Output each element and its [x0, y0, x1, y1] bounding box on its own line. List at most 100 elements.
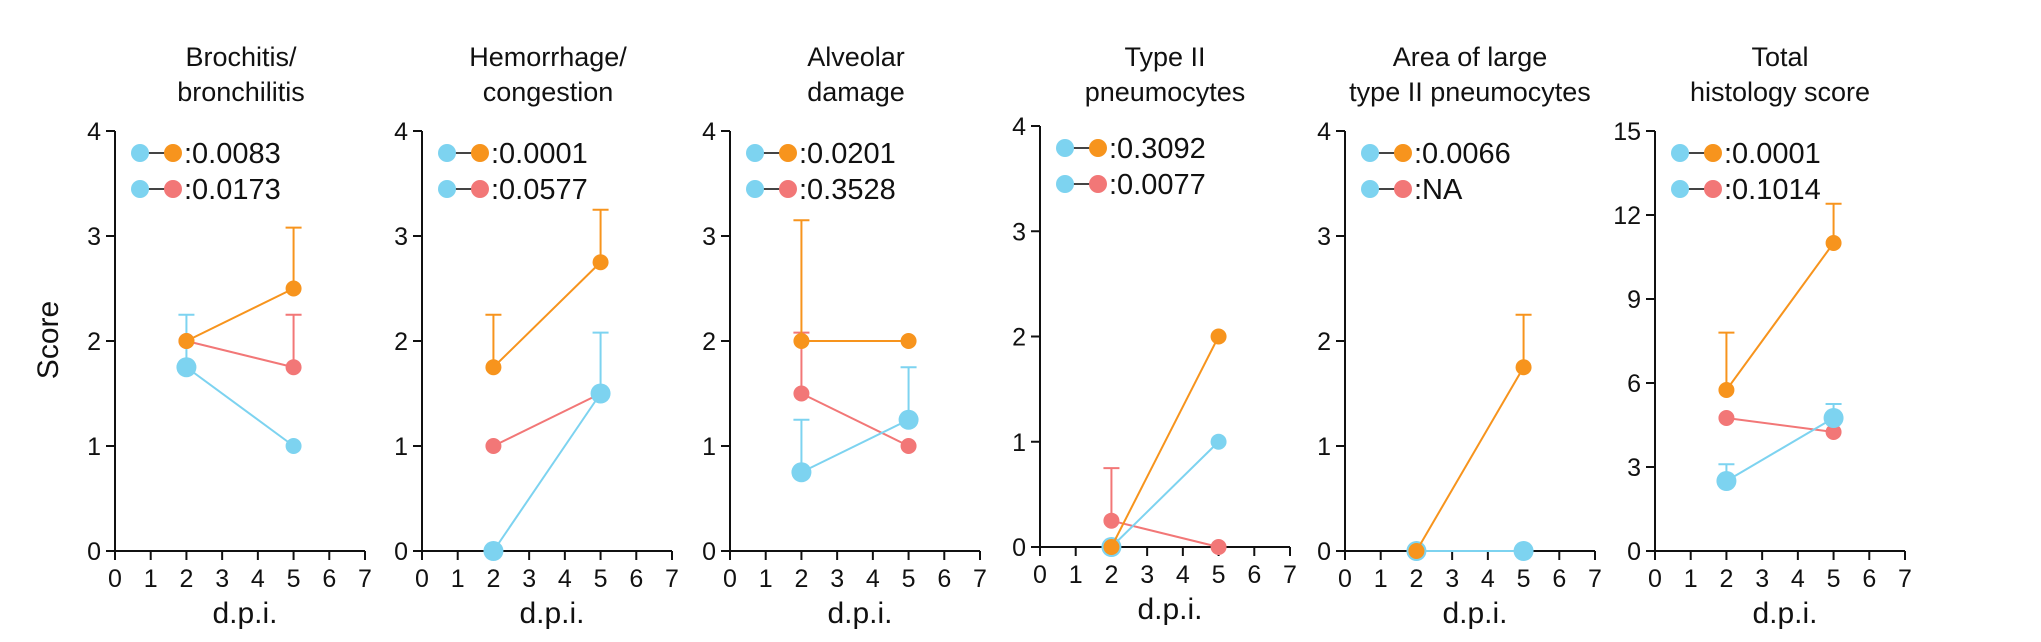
y-tick-label: 3	[87, 223, 101, 251]
series-orange	[1408, 313, 1532, 559]
x-tick-label: 7	[1898, 565, 1912, 593]
series-blue	[1716, 403, 1844, 491]
data-point	[793, 385, 810, 402]
data-point	[1103, 539, 1120, 555]
x-tick-label: 6	[322, 565, 336, 593]
y-tick-label: 0	[1317, 538, 1331, 566]
legend-marker	[164, 144, 182, 162]
x-tick-label: 1	[1069, 561, 1083, 589]
legend-marker	[1671, 144, 1689, 162]
y-tick-label: 15	[1613, 118, 1641, 146]
chart-title-line: histology score	[1690, 77, 1870, 107]
y-tick-label: 2	[87, 328, 101, 356]
legend-marker	[131, 180, 149, 198]
series-line	[1725, 242, 1835, 391]
series-line	[185, 287, 295, 342]
series-line	[492, 261, 602, 368]
x-tick-label: 7	[358, 565, 372, 593]
x-tick-label: 7	[1283, 561, 1297, 589]
x-tick-label: 6	[1247, 561, 1261, 589]
legend-label: :0.0066	[1414, 138, 1511, 170]
y-tick-label: 0	[1012, 534, 1026, 562]
y-tick-label: 3	[1627, 454, 1641, 482]
data-point	[1408, 543, 1425, 559]
legend-label: :0.3528	[799, 174, 896, 206]
y-tick-label: 3	[1012, 218, 1026, 246]
legend-label: :0.0001	[1724, 138, 1821, 170]
chart-title-line: Hemorrhage/	[469, 42, 627, 72]
x-tick-label: 0	[1338, 565, 1352, 593]
y-tick-label: 4	[394, 118, 408, 146]
y-tick-label: 4	[1012, 113, 1026, 141]
legend-marker	[1089, 139, 1107, 157]
chart-title-line: type II pneumocytes	[1349, 77, 1591, 107]
legend-marker	[164, 180, 182, 198]
y-tick-label: 4	[1317, 118, 1331, 146]
y-tick-label: 1	[702, 433, 716, 461]
legend-marker	[1671, 180, 1689, 198]
x-tick-label: 1	[1684, 565, 1698, 593]
y-tick-label: 2	[1012, 324, 1026, 352]
legend-label: :0.0077	[1109, 169, 1206, 201]
series-line	[1110, 441, 1220, 548]
series-red	[793, 331, 917, 454]
series-orange	[178, 226, 302, 349]
x-tick-label: 4	[251, 565, 265, 593]
x-axis-label: d.p.i.	[1137, 593, 1202, 626]
chart-title-line: pneumocytes	[1085, 77, 1246, 107]
data-point	[176, 357, 197, 378]
x-tick-label: 4	[1791, 565, 1805, 593]
data-point	[1823, 408, 1844, 428]
y-tick-label: 12	[1613, 202, 1641, 230]
data-point	[1513, 541, 1534, 561]
chart-title-line: congestion	[483, 77, 614, 107]
x-tick-label: 1	[144, 565, 158, 593]
y-tick-label: 9	[1627, 286, 1641, 314]
series-line	[492, 392, 602, 447]
y-tick-label: 0	[394, 538, 408, 566]
x-tick-label: 1	[759, 565, 773, 593]
x-tick-label: 5	[287, 565, 301, 593]
x-tick-label: 5	[1212, 561, 1226, 589]
x-tick-label: 3	[1445, 565, 1459, 593]
x-tick-label: 2	[794, 565, 808, 593]
legend-marker	[438, 144, 456, 162]
data-point	[793, 333, 810, 349]
series-line	[185, 366, 295, 447]
data-point	[592, 254, 609, 271]
series-line	[800, 418, 910, 474]
data-point	[900, 333, 917, 349]
x-tick-label: 3	[1140, 561, 1154, 589]
x-tick-label: 0	[108, 565, 122, 593]
x-tick-label: 4	[1481, 565, 1495, 593]
x-tick-label: 7	[1588, 565, 1602, 593]
x-tick-label: 5	[902, 565, 916, 593]
y-tick-label: 1	[1012, 429, 1026, 457]
y-tick-label: 1	[1317, 433, 1331, 461]
series-red	[1718, 410, 1842, 440]
x-tick-label: 4	[558, 565, 572, 593]
y-tick-label: 6	[1627, 370, 1641, 398]
chart-title-line: damage	[807, 77, 905, 107]
y-tick-label: 0	[702, 538, 716, 566]
legend-marker	[471, 180, 489, 198]
series-line	[800, 392, 910, 447]
x-tick-label: 2	[1409, 565, 1423, 593]
x-tick-label: 7	[665, 565, 679, 593]
legend-marker	[746, 180, 764, 198]
x-tick-label: 1	[1374, 565, 1388, 593]
legend-label: :0.3092	[1109, 133, 1206, 165]
y-tick-label: 2	[394, 328, 408, 356]
chart-title-line: Alveolar	[807, 42, 905, 72]
chart-title-line: Type II	[1124, 42, 1205, 72]
x-tick-label: 2	[1104, 561, 1118, 589]
legend-marker	[746, 144, 764, 162]
series-blue	[1101, 433, 1227, 557]
series-orange	[1103, 328, 1227, 555]
legend-marker	[1361, 180, 1379, 198]
